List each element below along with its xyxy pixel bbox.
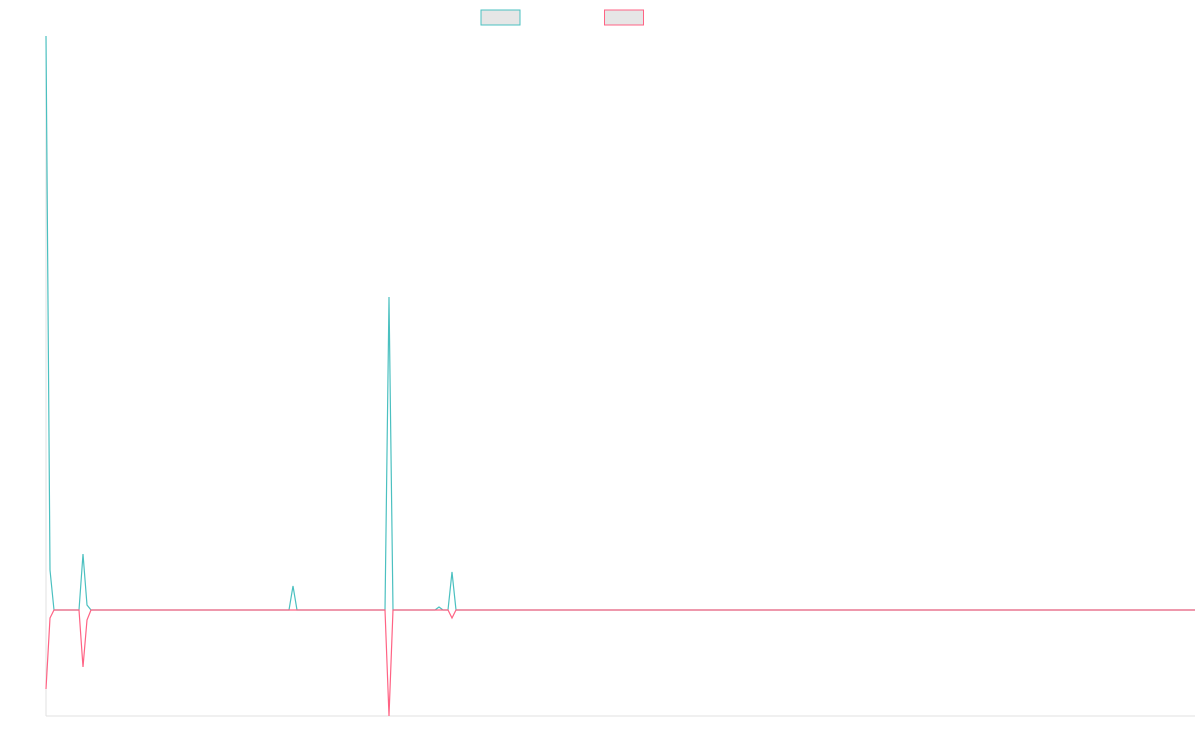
series-line bbox=[45, 35, 1195, 611]
legend-swatch bbox=[604, 9, 644, 26]
legend bbox=[480, 9, 644, 26]
series-line bbox=[45, 609, 1195, 717]
legend-swatch bbox=[480, 9, 521, 26]
